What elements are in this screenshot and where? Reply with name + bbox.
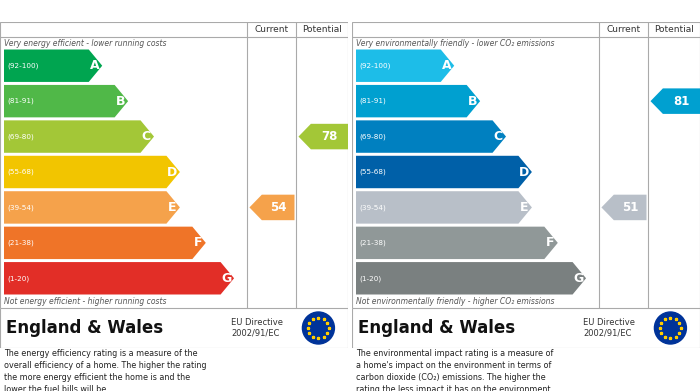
Text: (39-54): (39-54) xyxy=(359,204,386,211)
Text: 81: 81 xyxy=(673,95,690,108)
Text: (39-54): (39-54) xyxy=(7,204,34,211)
Text: Very energy efficient - lower running costs: Very energy efficient - lower running co… xyxy=(4,39,167,48)
Polygon shape xyxy=(650,88,700,114)
Polygon shape xyxy=(356,227,558,259)
Polygon shape xyxy=(356,191,532,224)
Text: The environmental impact rating is a measure of
a home's impact on the environme: The environmental impact rating is a mea… xyxy=(356,349,554,391)
Circle shape xyxy=(302,312,335,344)
Text: G: G xyxy=(221,272,232,285)
Text: F: F xyxy=(546,236,554,249)
Polygon shape xyxy=(356,156,532,188)
Text: G: G xyxy=(573,272,584,285)
Text: Potential: Potential xyxy=(654,25,694,34)
Text: 51: 51 xyxy=(622,201,638,214)
Text: Environmental Impact (CO₂) Rating: Environmental Impact (CO₂) Rating xyxy=(358,5,620,18)
Polygon shape xyxy=(4,156,180,188)
Text: Very environmentally friendly - lower CO₂ emissions: Very environmentally friendly - lower CO… xyxy=(356,39,554,48)
Text: A: A xyxy=(90,59,99,72)
Polygon shape xyxy=(356,262,586,294)
Text: E: E xyxy=(168,201,176,214)
Text: England & Wales: England & Wales xyxy=(6,319,163,337)
Text: D: D xyxy=(519,165,529,179)
Text: (21-38): (21-38) xyxy=(7,240,34,246)
Text: Not environmentally friendly - higher CO₂ emissions: Not environmentally friendly - higher CO… xyxy=(356,297,554,306)
Text: The energy efficiency rating is a measure of the
overall efficiency of a home. T: The energy efficiency rating is a measur… xyxy=(4,349,206,391)
Text: 54: 54 xyxy=(270,201,286,214)
Text: (1-20): (1-20) xyxy=(359,275,381,282)
Polygon shape xyxy=(4,50,102,82)
Polygon shape xyxy=(356,120,506,153)
Text: E: E xyxy=(520,201,528,214)
Polygon shape xyxy=(4,262,234,294)
Polygon shape xyxy=(356,85,480,117)
Text: C: C xyxy=(141,130,150,143)
Text: (69-80): (69-80) xyxy=(359,133,386,140)
Polygon shape xyxy=(601,195,647,220)
Text: (92-100): (92-100) xyxy=(7,63,38,69)
Text: Potential: Potential xyxy=(302,25,342,34)
Polygon shape xyxy=(298,124,348,149)
Text: D: D xyxy=(167,165,177,179)
Text: (92-100): (92-100) xyxy=(359,63,391,69)
Circle shape xyxy=(654,312,687,344)
Text: (81-91): (81-91) xyxy=(359,98,386,104)
Text: B: B xyxy=(468,95,477,108)
Text: Current: Current xyxy=(607,25,641,34)
Text: F: F xyxy=(194,236,202,249)
Text: 78: 78 xyxy=(321,130,337,143)
Polygon shape xyxy=(4,191,180,224)
Text: (55-68): (55-68) xyxy=(359,169,386,175)
Text: C: C xyxy=(494,130,503,143)
Polygon shape xyxy=(4,227,206,259)
Text: Energy Efficiency Rating: Energy Efficiency Rating xyxy=(6,5,190,18)
Polygon shape xyxy=(4,85,128,117)
Text: Not energy efficient - higher running costs: Not energy efficient - higher running co… xyxy=(4,297,167,306)
Polygon shape xyxy=(356,50,454,82)
Text: B: B xyxy=(116,95,125,108)
Text: Current: Current xyxy=(255,25,289,34)
Text: EU Directive
2002/91/EC: EU Directive 2002/91/EC xyxy=(583,318,636,338)
Text: England & Wales: England & Wales xyxy=(358,319,515,337)
Text: (69-80): (69-80) xyxy=(7,133,34,140)
Text: (1-20): (1-20) xyxy=(7,275,29,282)
Text: (55-68): (55-68) xyxy=(7,169,34,175)
Text: EU Directive
2002/91/EC: EU Directive 2002/91/EC xyxy=(232,318,284,338)
Text: (21-38): (21-38) xyxy=(359,240,386,246)
Text: (81-91): (81-91) xyxy=(7,98,34,104)
Text: A: A xyxy=(442,59,452,72)
Polygon shape xyxy=(4,120,154,153)
Polygon shape xyxy=(249,195,295,220)
